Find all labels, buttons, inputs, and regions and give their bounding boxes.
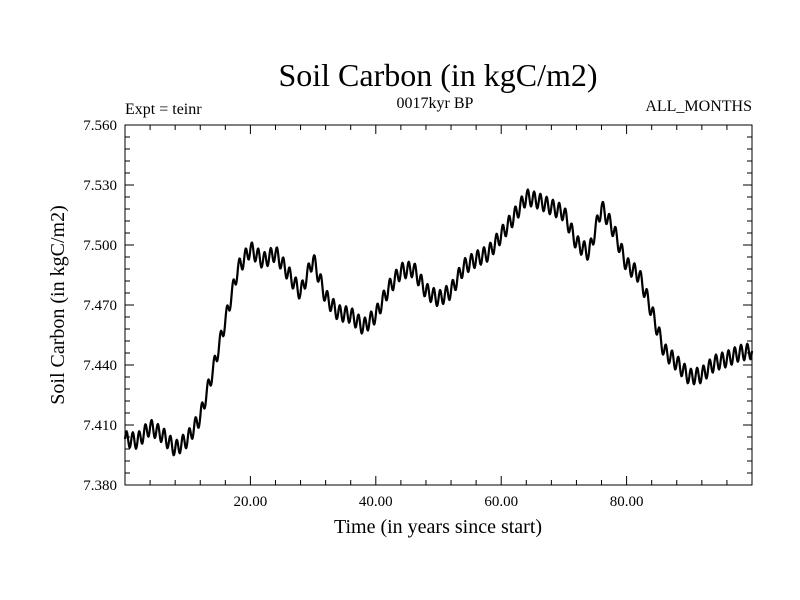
y-tick-label: 7.440 bbox=[83, 358, 117, 374]
months-label: ALL_MONTHS bbox=[645, 98, 752, 115]
chart-title: Soil Carbon (in kgC/m2) bbox=[278, 57, 597, 93]
y-tick-label: 7.530 bbox=[83, 178, 117, 194]
y-tick-label: 7.470 bbox=[83, 298, 117, 314]
y-tick-label: 7.500 bbox=[83, 238, 117, 254]
x-tick-label: 60.00 bbox=[484, 494, 518, 510]
x-axis-label: Time (in years since start) bbox=[334, 516, 542, 538]
experiment-label: Expt = teinr bbox=[125, 101, 202, 118]
x-tick-label: 20.00 bbox=[234, 494, 268, 510]
y-tick-label: 7.410 bbox=[83, 418, 117, 434]
x-tick-label: 40.00 bbox=[359, 494, 393, 510]
plot-area: 7.380 7.410 7.440 7.470 7.500 7.530 7.560 20.00… bbox=[83, 118, 754, 510]
y-tick-label: 7.380 bbox=[83, 478, 117, 494]
period-label: 0017kyr BP bbox=[397, 95, 474, 112]
y-tick-label: 7.560 bbox=[83, 118, 117, 134]
y-axis-label: Soil Carbon (in kgC/m2) bbox=[47, 205, 69, 404]
x-tick-label: 80.00 bbox=[610, 494, 644, 510]
series-line-0 bbox=[123, 188, 754, 457]
